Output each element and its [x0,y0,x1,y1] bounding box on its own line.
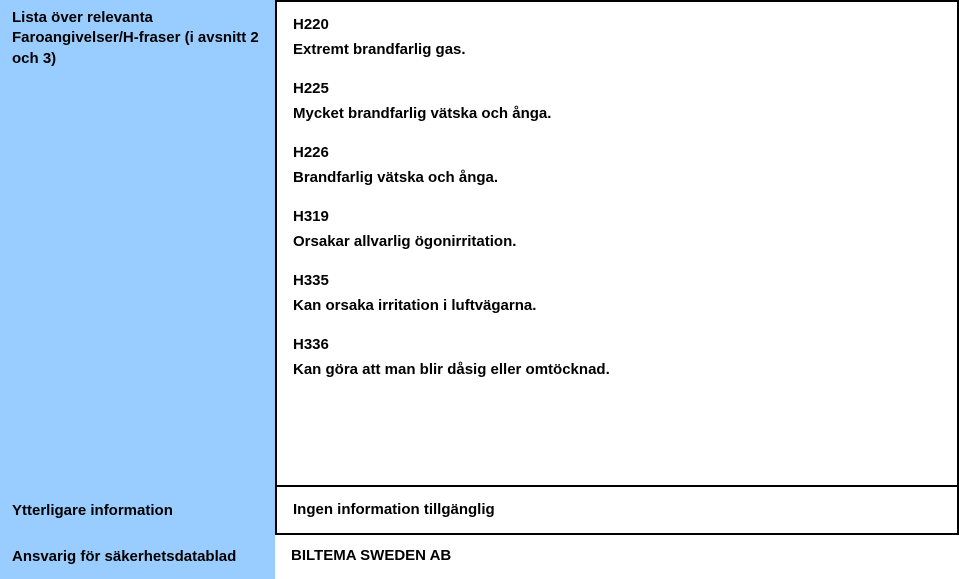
h-phrase: Mycket brandfarlig vätska och ånga. [293,105,941,122]
row-responsible: Ansvarig för säkerhetsdatablad BILTEMA S… [0,535,959,579]
h-phrase: Kan orsaka irritation i luftvägarna. [293,297,941,314]
h-code: H319 [293,208,941,225]
label-additional-info: Ytterligare information [0,487,275,535]
h-phrase: Extremt brandfarlig gas. [293,41,941,58]
document-section: Lista över relevanta Faroangivelser/H-fr… [0,0,959,579]
h-code: H220 [293,16,941,33]
h-code: H335 [293,272,941,289]
label-responsible: Ansvarig för säkerhetsdatablad [0,535,275,579]
row-additional-info: Ytterligare information Ingen informatio… [0,487,959,535]
h-phrase: Orsakar allvarlig ögonirritation. [293,233,941,250]
h-phrase: Kan göra att man blir dåsig eller omtöck… [293,361,941,378]
h-block: H335 Kan orsaka irritation i luftvägarna… [293,272,941,314]
h-block: H226 Brandfarlig vätska och ånga. [293,144,941,186]
h-phrase: Brandfarlig vätska och ånga. [293,169,941,186]
h-code: H225 [293,80,941,97]
value-responsible: BILTEMA SWEDEN AB [275,535,959,579]
h-code: H336 [293,336,941,353]
h-code: H226 [293,144,941,161]
row-h-phrases: Lista över relevanta Faroangivelser/H-fr… [0,0,959,487]
h-phrases-box: H220 Extremt brandfarlig gas. H225 Mycke… [275,0,959,487]
h-block: H225 Mycket brandfarlig vätska och ånga. [293,80,941,122]
h-block: H319 Orsakar allvarlig ögonirritation. [293,208,941,250]
h-block: H336 Kan göra att man blir dåsig eller o… [293,336,941,378]
value-additional-info: Ingen information tillgänglig [275,487,959,535]
h-block: H220 Extremt brandfarlig gas. [293,16,941,58]
label-h-phrases: Lista över relevanta Faroangivelser/H-fr… [0,0,275,487]
